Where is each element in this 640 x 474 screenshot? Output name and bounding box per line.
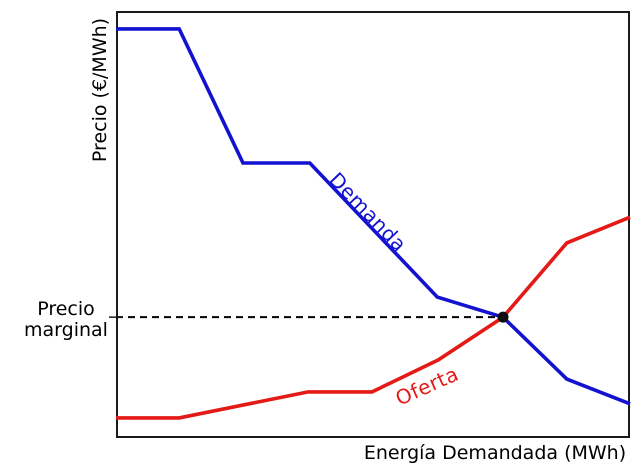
supply-curve: [116, 215, 631, 420]
demand-curve: [116, 27, 631, 406]
y-axis-label: Precio (€/MWh): [89, 17, 111, 163]
marginal-price-annotation: Precio marginal: [24, 299, 108, 341]
marginal-price-line1: Precio: [37, 298, 95, 320]
plot-area: [109, 11, 631, 438]
marginal-price-line2: marginal: [24, 319, 108, 341]
chart-canvas: [109, 27, 631, 420]
x-axis-label: Energía Demandada (MWh): [363, 442, 627, 464]
equilibrium-point: [497, 311, 509, 323]
